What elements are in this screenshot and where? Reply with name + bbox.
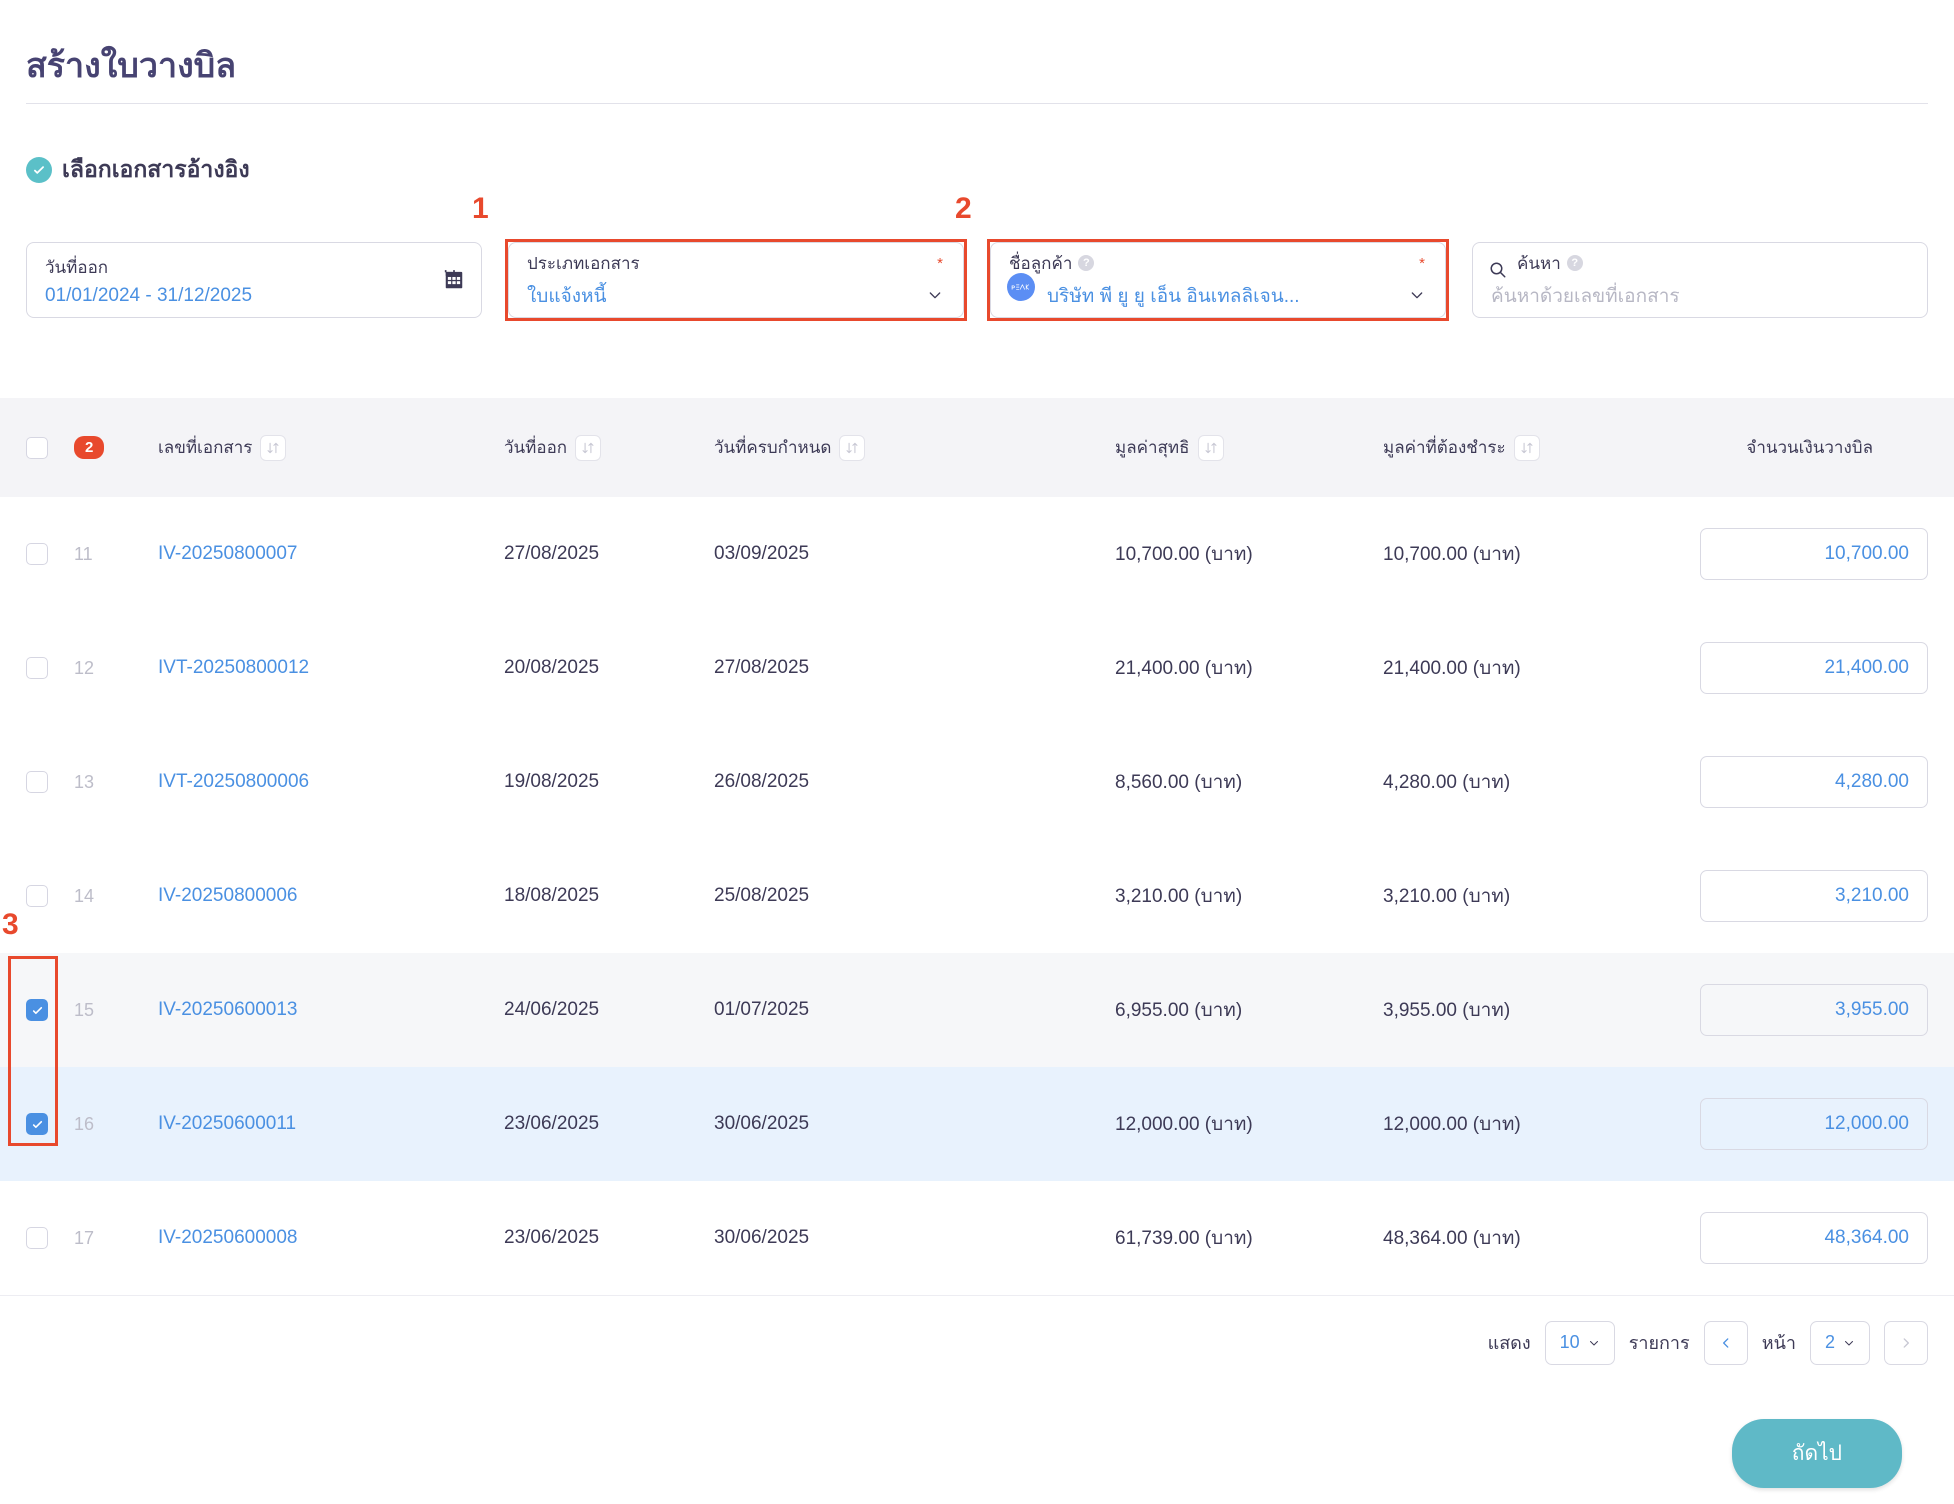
svg-text:P: P <box>1011 285 1015 291</box>
